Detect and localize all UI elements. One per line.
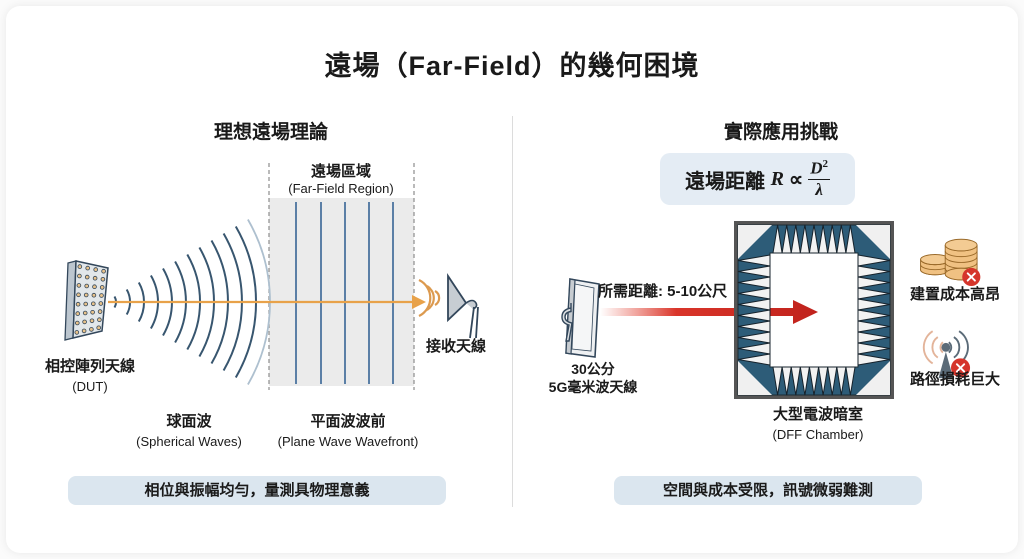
- svg-text:遠場區域: 遠場區域: [311, 162, 371, 180]
- svg-text:(Far-Field Region): (Far-Field Region): [288, 181, 393, 196]
